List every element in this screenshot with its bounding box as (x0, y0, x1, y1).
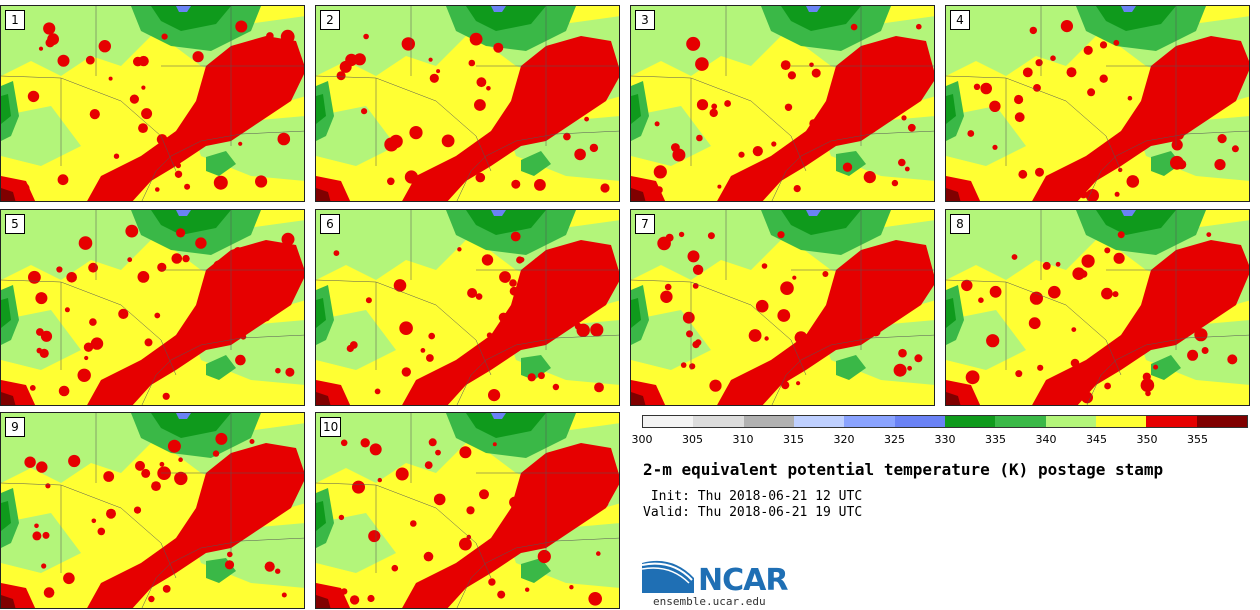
colorbar-tick-label: 355 (1187, 433, 1208, 446)
ensemble-member-map (1, 210, 304, 405)
site-url: ensemble.ucar.edu (653, 595, 766, 608)
colorbar-tick-label: 320 (833, 433, 855, 446)
postage-stamp-panel: 6 (315, 209, 620, 406)
colorbar-tick-label: 345 (1086, 433, 1107, 446)
colorbar-swatch (894, 416, 945, 427)
colorbar-tick-label: 300 (631, 433, 653, 446)
colorbar-swatch (693, 416, 744, 427)
member-number-label: 8 (950, 214, 970, 234)
init-time: Init: Thu 2018-06-21 12 UTC (643, 489, 863, 504)
member-number-label: 4 (950, 10, 970, 30)
member-number-label: 6 (320, 214, 340, 234)
valid-time: Valid: Thu 2018-06-21 19 UTC (643, 505, 863, 520)
ensemble-member-map (1, 413, 304, 608)
colorbar-swatch (844, 416, 895, 427)
postage-stamp-panel: 10 (315, 412, 620, 609)
postage-stamp-panel: 3 (630, 5, 935, 202)
postage-stamp-panel: 7 (630, 209, 935, 406)
ensemble-member-map (316, 6, 619, 201)
member-number-label: 10 (320, 417, 342, 437)
colorbar-swatch (944, 416, 996, 427)
colorbar-swatch (743, 416, 794, 427)
colorbar-tick-label: 305 (682, 433, 703, 446)
colorbar-swatches (642, 415, 1248, 428)
ncar-logo-icon (642, 560, 694, 593)
colorbar-tick-label: 350 (1136, 433, 1158, 446)
colorbar-swatch (643, 416, 694, 427)
ensemble-member-map (946, 210, 1249, 405)
ensemble-member-map (1, 6, 304, 201)
ensemble-member-map (316, 210, 619, 405)
ensemble-member-map (631, 6, 934, 201)
postage-stamp-panel: 8 (945, 209, 1250, 406)
member-number-label: 9 (5, 417, 25, 437)
product-title: 2-m equivalent potential temperature (K)… (643, 460, 1164, 479)
colorbar-tick-label: 330 (934, 433, 956, 446)
postage-stamp-panel: 1 (0, 5, 305, 202)
colorbar-tick-label: 340 (1035, 433, 1057, 446)
postage-stamp-panel: 5 (0, 209, 305, 406)
ensemble-member-map (631, 210, 934, 405)
colorbar-swatch (1146, 416, 1197, 427)
colorbar-tick-label: 310 (732, 433, 754, 446)
ensemble-member-map (316, 413, 619, 608)
colorbar: 300 305 310 315 320 325 330 335 340 345 350 355 (632, 415, 1248, 447)
member-number-label: 1 (5, 10, 25, 30)
ensemble-member-map (946, 6, 1249, 201)
member-number-label: 2 (320, 10, 340, 30)
colorbar-tick-label: 325 (884, 433, 905, 446)
colorbar-tick-label: 335 (985, 433, 1006, 446)
postage-stamp-panel: 9 (0, 412, 305, 609)
colorbar-swatch (995, 416, 1046, 427)
colorbar-tick-label: 315 (783, 433, 804, 446)
colorbar-swatch (1196, 416, 1247, 427)
member-number-label: 5 (5, 214, 25, 234)
colorbar-swatch (793, 416, 845, 427)
postage-stamp-panel: 2 (315, 5, 620, 202)
member-number-label: 7 (635, 214, 655, 234)
postage-stamp-panel: 4 (945, 5, 1250, 202)
colorbar-swatch (1045, 416, 1096, 427)
ncar-logo-text: NCAR (698, 563, 788, 598)
colorbar-swatch (1095, 416, 1147, 427)
colorbar-ticks: 300 305 310 315 320 325 330 335 340 345 350 355 (632, 433, 1248, 447)
member-number-label: 3 (635, 10, 655, 30)
